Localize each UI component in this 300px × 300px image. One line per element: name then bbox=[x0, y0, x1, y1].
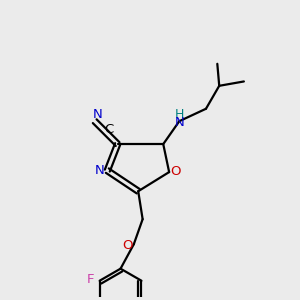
Text: N: N bbox=[93, 108, 103, 121]
Text: H: H bbox=[175, 108, 184, 121]
Text: O: O bbox=[122, 239, 133, 252]
Text: O: O bbox=[170, 165, 181, 178]
Text: F: F bbox=[86, 273, 94, 286]
Text: N: N bbox=[95, 164, 105, 176]
Text: N: N bbox=[174, 116, 184, 129]
Text: C: C bbox=[104, 123, 114, 136]
